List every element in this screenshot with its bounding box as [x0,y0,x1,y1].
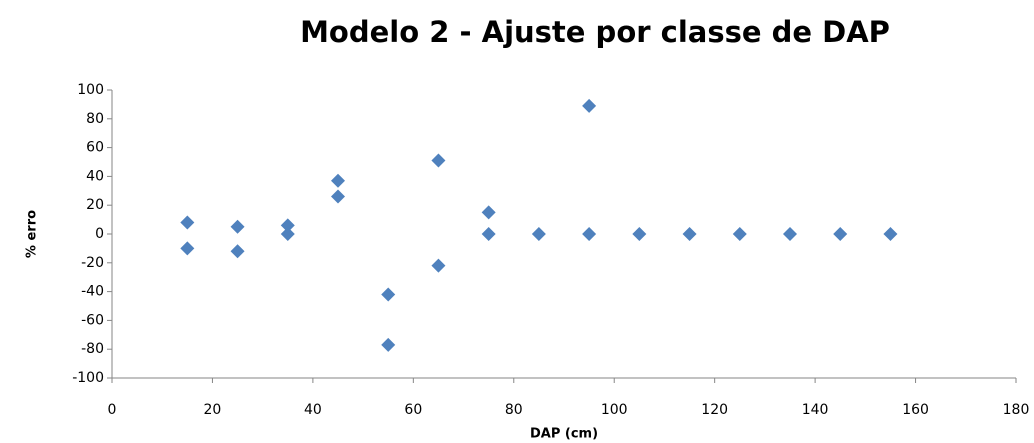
data-point [732,227,747,241]
y-tick-label: -80 [81,341,104,357]
y-tick-label: -60 [81,312,104,328]
y-tick-label: 20 [86,197,104,213]
y-tick-label: 100 [77,82,104,98]
y-tick-label: 60 [86,140,104,156]
y-tick-label: 0 [95,226,104,242]
data-point [431,153,446,168]
data-point [833,227,848,241]
data-point [582,227,597,241]
y-axis-label: % erro [25,210,40,258]
data-point [582,98,597,113]
data-point [632,227,647,241]
y-tick-label: 80 [86,111,104,127]
x-tick-label: 40 [304,402,322,418]
data-point [783,227,797,241]
data-point [381,337,396,352]
data-point [381,287,396,302]
data-point [280,218,295,233]
data-point [331,173,345,188]
data-point [682,227,697,241]
data-point [230,219,245,234]
x-tick-label: 60 [404,402,422,418]
x-tick-label: 100 [601,402,628,418]
data-point [531,227,546,241]
data-point [481,227,496,241]
data-point [180,241,195,256]
data-point [230,244,245,259]
y-tick-label: -40 [81,284,104,300]
data-point [280,227,295,241]
data-point [883,227,898,241]
x-tick-label: 120 [701,402,728,418]
data-point [180,215,195,230]
chart-title: Modelo 2 - Ajuste por classe de DAP [300,15,890,49]
x-tick-label: 20 [204,402,222,418]
x-tick-label: 140 [802,402,829,418]
y-tick-label: -100 [72,370,104,386]
x-tick-label: 180 [1003,402,1030,418]
data-point [431,258,446,273]
x-tick-label: 80 [505,402,523,418]
x-tick-label: 0 [108,402,117,418]
x-axis-label: DAP (cm) [530,427,598,442]
y-tick-label: -20 [81,255,104,271]
data-point [331,189,345,204]
y-tick-label: 40 [86,168,104,184]
x-tick-label: 160 [902,402,929,418]
data-point [481,205,496,220]
